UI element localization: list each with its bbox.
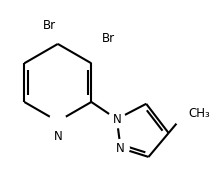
Text: N: N: [54, 130, 62, 143]
Circle shape: [108, 110, 125, 128]
Circle shape: [83, 23, 115, 54]
Circle shape: [24, 9, 56, 41]
Text: CH₃: CH₃: [188, 107, 210, 120]
Circle shape: [172, 100, 198, 126]
Circle shape: [112, 140, 129, 157]
Circle shape: [49, 113, 66, 130]
Text: N: N: [112, 113, 121, 126]
Text: Br: Br: [43, 19, 56, 32]
Text: N: N: [116, 142, 125, 155]
Text: Br: Br: [102, 32, 115, 45]
